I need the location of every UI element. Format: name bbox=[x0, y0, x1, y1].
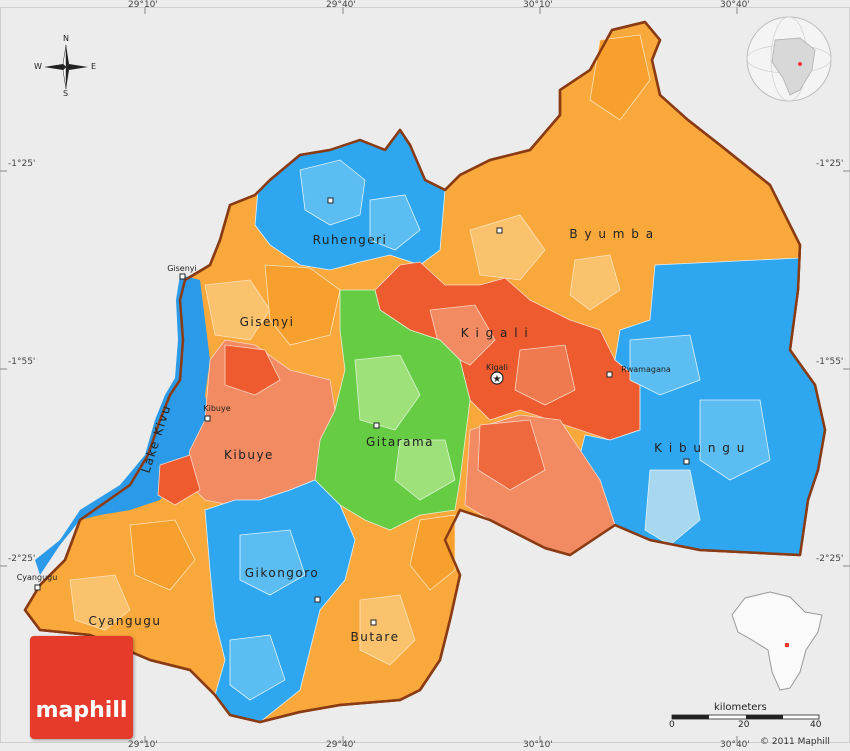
top-tick-label: 29°40' bbox=[326, 0, 356, 10]
globe-locator bbox=[746, 16, 832, 102]
top-tick-label: 29°10' bbox=[128, 0, 158, 10]
bottom-tick-label: 29°40' bbox=[326, 740, 356, 750]
capital-star-marker: ★ bbox=[490, 371, 504, 385]
region-label-kigali: K i g a l i bbox=[461, 326, 529, 340]
gisenyi-marker bbox=[179, 273, 186, 280]
compass-west-label: W bbox=[34, 62, 42, 71]
city-markers bbox=[34, 197, 690, 626]
region-label-gisenyi: Gisenyi bbox=[240, 315, 295, 329]
byumba-subregion bbox=[569, 254, 621, 311]
right-tick-label: -1°25' bbox=[816, 159, 844, 169]
city-label-kibuye: Kibuye bbox=[203, 404, 230, 413]
left-tick-label: -1°25' bbox=[8, 159, 36, 169]
byumba-marker bbox=[496, 227, 503, 234]
compass-south-label: S bbox=[63, 89, 69, 98]
region-label-gitarama: Gitarama bbox=[366, 435, 434, 449]
gitarama-subregion bbox=[354, 354, 421, 431]
left-tick-label: -2°25' bbox=[8, 554, 36, 564]
bottom-tick-label: 30°40' bbox=[720, 740, 750, 750]
right-tick-label: -1°55' bbox=[816, 357, 844, 367]
ruhengeri-subregion bbox=[369, 194, 421, 251]
lake-kivu-shape bbox=[35, 275, 210, 575]
scale-tick-label: 0 bbox=[669, 720, 675, 730]
region-label-kibungu: K i b u n g u bbox=[654, 441, 746, 455]
region-label-ruhengeri: Ruhengeri bbox=[313, 233, 388, 247]
maphill-logo-text: maphill bbox=[35, 698, 128, 723]
region-label-butare: Butare bbox=[351, 630, 400, 644]
region-label-gikongoro: Gikongoro bbox=[245, 566, 320, 580]
scale-tick-label: 20 bbox=[738, 720, 750, 730]
scale-tick-label: 40 bbox=[810, 720, 822, 730]
kibuye-subregion bbox=[224, 344, 281, 396]
gikongoro-subregion bbox=[239, 529, 306, 596]
gikongoro-marker bbox=[314, 596, 321, 603]
cyangugu-subregion bbox=[129, 519, 196, 591]
gisenyi-subregion bbox=[264, 264, 341, 346]
byumba-subregion bbox=[469, 214, 546, 281]
region-label-byumba: B y u m b a bbox=[569, 227, 654, 241]
region-label-kibuye: Kibuye bbox=[224, 448, 274, 462]
compass-east-label: E bbox=[91, 62, 97, 71]
city-label-kigali: Kigali bbox=[486, 363, 508, 372]
city-label-cyangugu: Cyangugu bbox=[17, 573, 58, 582]
bottom-tick-label: 30°10' bbox=[523, 740, 553, 750]
gitarama-subregion bbox=[394, 439, 456, 501]
graticule-ticks bbox=[0, 7, 850, 743]
maphill-logo[interactable]: maphill bbox=[30, 636, 133, 739]
country-border bbox=[23, 20, 827, 724]
top-tick-label: 30°10' bbox=[523, 0, 553, 10]
gikongoro-subregion bbox=[229, 634, 286, 701]
bottom-tick-label: 29°10' bbox=[128, 740, 158, 750]
kibungu-subregion bbox=[629, 334, 701, 396]
kigali-south-subregion bbox=[477, 419, 546, 491]
compass-rose bbox=[44, 44, 88, 90]
compass-north-label: N bbox=[63, 34, 69, 43]
butare-subregion bbox=[359, 594, 416, 666]
cyangugu-subregion bbox=[69, 574, 131, 631]
city-label-gisenyi: Gisenyi bbox=[167, 264, 197, 273]
right-tick-label: -2°25' bbox=[816, 554, 844, 564]
region-label-cyangugu: Cyangugu bbox=[89, 614, 162, 628]
top-tick-label: 30°40' bbox=[720, 0, 750, 10]
cyangugu-marker bbox=[34, 584, 41, 591]
svg-text:★: ★ bbox=[493, 374, 502, 385]
ruhengeri-marker bbox=[327, 197, 334, 204]
kibuye-marker bbox=[204, 415, 211, 422]
scale-title: kilometers bbox=[714, 702, 767, 713]
butare-subregion bbox=[409, 514, 456, 591]
gisenyi-subregion bbox=[204, 279, 271, 341]
city-label-rwamagana: Rwamagana bbox=[621, 365, 671, 374]
gitarama-marker bbox=[373, 422, 380, 429]
byumba-subregion bbox=[589, 34, 651, 121]
scale-bar bbox=[671, 714, 820, 720]
rwamagana-marker bbox=[606, 371, 613, 378]
kibungu-marker bbox=[683, 458, 690, 465]
kibuye-subregion bbox=[157, 454, 201, 506]
left-tick-label: -1°55' bbox=[8, 357, 36, 367]
ruhengeri-subregion bbox=[299, 159, 366, 226]
africa-locator bbox=[731, 591, 823, 691]
kibungu-subregion bbox=[644, 469, 701, 546]
kigali-subregion bbox=[514, 344, 576, 406]
copyright-text: © 2011 Maphill bbox=[760, 737, 830, 747]
butare-marker bbox=[370, 619, 377, 626]
kibungu-subregion bbox=[699, 399, 771, 481]
